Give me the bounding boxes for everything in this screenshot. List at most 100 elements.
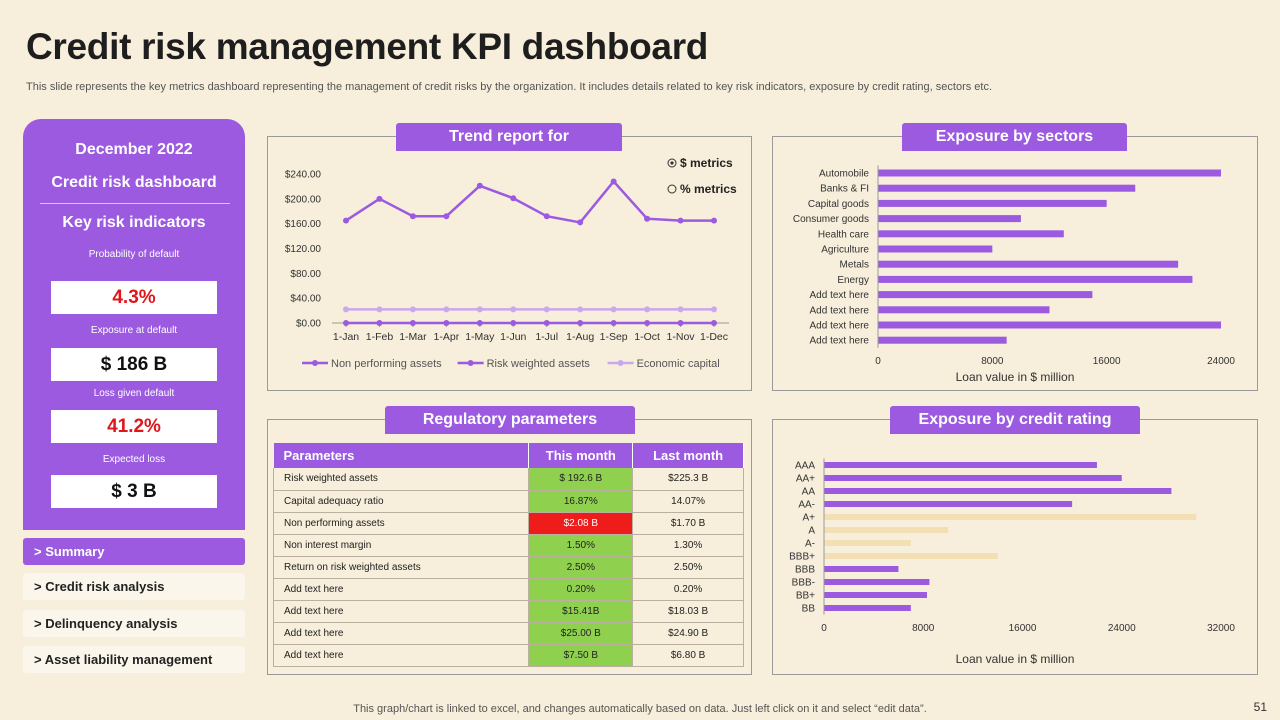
data-point bbox=[476, 320, 483, 326]
table-row: Add text here $7.50 B $6.80 B bbox=[272, 644, 744, 667]
page-subtitle: This slide represents the key metrics da… bbox=[26, 81, 993, 93]
param-cell: Risk weighted assets bbox=[272, 468, 530, 491]
data-point bbox=[343, 320, 349, 326]
x-tick-label: 1-Jul bbox=[535, 331, 558, 343]
kri-value-expected-loss: $ 3 B bbox=[51, 475, 217, 508]
category-label: AA bbox=[802, 487, 816, 498]
param-cell: Capital adequacy ratio bbox=[272, 490, 530, 513]
data-point bbox=[577, 320, 584, 326]
category-label: Consumer goods bbox=[793, 214, 869, 225]
data-point bbox=[376, 320, 383, 326]
category-label: AA+ bbox=[796, 474, 815, 485]
data-point bbox=[677, 217, 684, 224]
y-tick-label: $40.00 bbox=[290, 294, 321, 305]
bar bbox=[878, 230, 1064, 238]
bar bbox=[824, 605, 911, 611]
nav-asset-liability-management[interactable]: > Asset liability management bbox=[23, 646, 245, 673]
data-point bbox=[711, 320, 717, 326]
table-row: Add text here $25.00 B $24.90 B bbox=[272, 622, 744, 645]
kri-label-exposure: Exposure at default bbox=[90, 325, 178, 336]
category-label: BB+ bbox=[796, 591, 815, 602]
bar bbox=[824, 488, 1172, 494]
page-number: 51 bbox=[1253, 700, 1267, 714]
data-point bbox=[376, 306, 383, 313]
x-tick-label: 0 bbox=[821, 623, 827, 634]
y-tick-label: $80.00 bbox=[290, 269, 321, 280]
data-point bbox=[677, 306, 684, 313]
legend-marker bbox=[467, 360, 474, 366]
category-label: BBB bbox=[795, 565, 815, 576]
x-tick-label: 32000 bbox=[1207, 623, 1235, 634]
credit-rating-tab: Exposure by credit rating bbox=[890, 406, 1140, 434]
category-label: Automobile bbox=[819, 169, 869, 180]
bar bbox=[878, 184, 1136, 192]
radio-dollar-icon bbox=[667, 158, 677, 168]
data-point bbox=[644, 320, 651, 326]
bar bbox=[824, 475, 1122, 481]
category-label: Add text here bbox=[810, 336, 870, 347]
bar bbox=[824, 592, 927, 598]
data-point bbox=[443, 306, 450, 313]
data-point bbox=[409, 320, 416, 326]
x-tick-label: 1-Apr bbox=[434, 331, 460, 343]
category-label: BB bbox=[802, 604, 816, 615]
x-tick-label: 8000 bbox=[912, 623, 935, 634]
category-label: BBB- bbox=[792, 578, 815, 589]
param-cell: Add text here bbox=[272, 578, 530, 601]
header-parameters: Parameters bbox=[273, 443, 530, 468]
nav-credit-risk-analysis[interactable]: > Credit risk analysis bbox=[23, 573, 245, 600]
data-point bbox=[543, 213, 550, 220]
radio-percent-icon bbox=[667, 184, 677, 194]
trend-tab: Trend report for bbox=[396, 123, 622, 151]
trend-line-chart: $0.00 $40.00 $80.00 $120.00 $160.00 $200.00 $2… bbox=[285, 156, 737, 370]
param-cell: Add text here bbox=[272, 644, 530, 667]
table-row: Non interest margin 1.50% 1.30% bbox=[272, 534, 744, 557]
param-cell: Non interest margin bbox=[272, 534, 530, 557]
data-point bbox=[476, 306, 483, 313]
kri-label-loss-given: Loss given default bbox=[93, 388, 175, 399]
x-axis-title: Loan value in $ million bbox=[956, 652, 1075, 666]
bar bbox=[824, 553, 998, 559]
credit-rating-panel bbox=[772, 419, 1258, 675]
kri-value-exposure: $ 186 B bbox=[51, 348, 217, 381]
bar bbox=[878, 291, 1093, 299]
bar bbox=[824, 540, 911, 546]
legend-marker bbox=[617, 360, 624, 366]
this-month-cell: $15.41B bbox=[528, 600, 634, 623]
this-month-cell: 1.50% bbox=[528, 534, 634, 557]
bar bbox=[824, 579, 930, 585]
x-tick-label: 1-Jan bbox=[333, 331, 359, 343]
bar bbox=[824, 514, 1197, 520]
category-label: Add text here bbox=[810, 321, 870, 332]
this-month-cell: $ 192.6 B bbox=[528, 468, 634, 491]
category-label: Add text here bbox=[810, 290, 870, 301]
param-cell: Non performing assets bbox=[272, 512, 530, 535]
last-month-cell: $24.90 B bbox=[632, 622, 744, 645]
x-tick-label: 1-Sep bbox=[600, 331, 628, 343]
bar bbox=[878, 245, 993, 253]
data-point bbox=[677, 320, 684, 326]
kpi-panel: December 2022 Credit risk dashboard Key … bbox=[23, 119, 245, 530]
param-cell: Return on risk weighted assets bbox=[272, 556, 530, 579]
bar bbox=[824, 566, 899, 572]
bar bbox=[824, 501, 1073, 507]
category-label: A+ bbox=[802, 513, 815, 524]
nav-summary[interactable]: > Summary bbox=[23, 538, 245, 565]
last-month-cell: $1.70 B bbox=[632, 512, 744, 535]
bar bbox=[878, 336, 1007, 344]
bar bbox=[878, 306, 1050, 314]
category-label: Add text here bbox=[810, 305, 870, 316]
data-point bbox=[610, 178, 617, 185]
x-tick-label: 24000 bbox=[1207, 356, 1235, 367]
data-point bbox=[443, 213, 450, 220]
data-point bbox=[644, 215, 651, 222]
nav-delinquency-analysis[interactable]: > Delinquency analysis bbox=[23, 610, 245, 637]
data-point bbox=[476, 182, 483, 189]
category-label: Agriculture bbox=[821, 245, 869, 256]
x-tick-label: 16000 bbox=[1009, 623, 1037, 634]
data-point bbox=[409, 306, 416, 313]
data-point bbox=[644, 306, 651, 313]
bar bbox=[878, 321, 1221, 329]
category-label: Health care bbox=[818, 229, 870, 240]
